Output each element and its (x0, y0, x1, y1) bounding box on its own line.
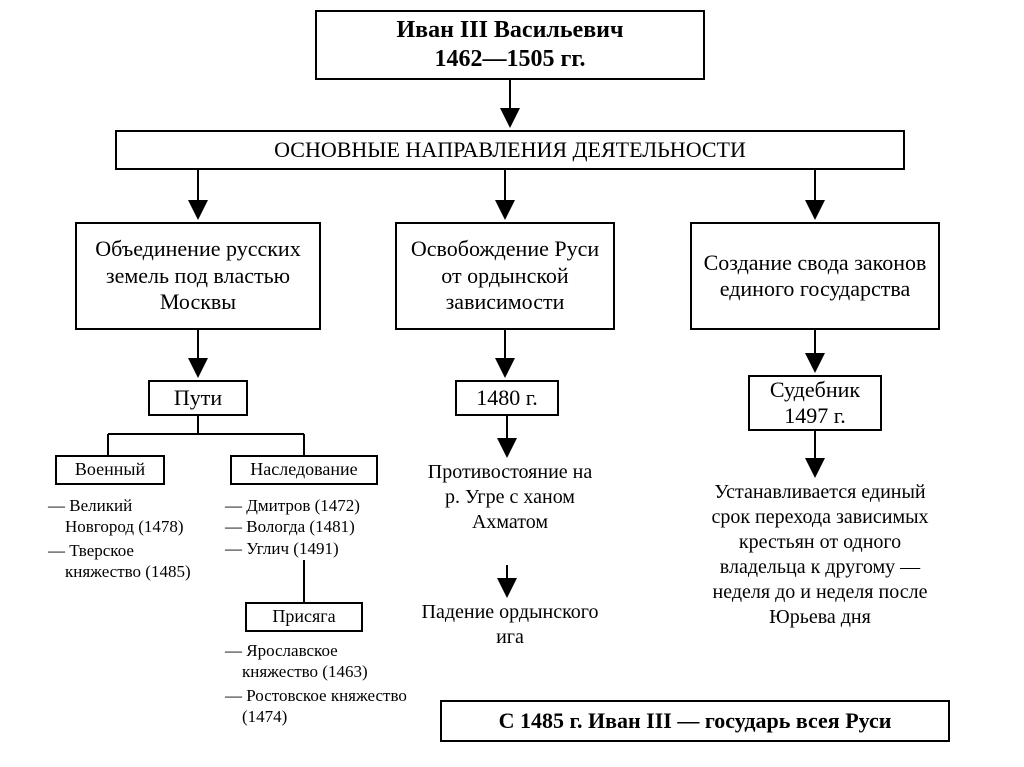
branch3-step1b: 1497 г. (784, 403, 846, 429)
directions-header: ОСНОВНЫЕ НАПРАВЛЕНИЯ ДЕЯТЕЛЬНОСТИ (115, 130, 905, 170)
branch1-step1: Пути (148, 380, 248, 416)
title-box: Иван III Васильевич 1462—1505 гг. (315, 10, 705, 80)
title-line1: Иван III Васильевич (396, 16, 623, 45)
branch1-sub2: Наследование (230, 455, 378, 485)
branch1-sub1-items: — Великий Новгород (1478) — Тверское кня… (48, 495, 198, 582)
branch2-step2: Противостояние на р. Угре с ханом Ахмато… (420, 460, 600, 535)
list-item: — Ростовское княжество (1474) (225, 685, 415, 728)
branch2-step3: Падение ордынского ига (420, 600, 600, 650)
branch2-header-text: Освобождение Руси от ордынской зависимос… (401, 236, 609, 315)
branch1-header-text: Объединение русских земель под властью М… (81, 236, 315, 315)
branch2-header: Освобождение Руси от ордынской зависимос… (395, 222, 615, 330)
branch3-header-text: Создание свода законов единого государст… (696, 250, 934, 303)
branch2-step1: 1480 г. (455, 380, 559, 416)
footer-text: С 1485 г. Иван III — государь всея Руси (499, 708, 892, 734)
branch1-sub2-items: — Дмитров (1472) — Вологда (1481) — Угли… (225, 495, 415, 559)
branch3-step1: Судебник 1497 г. (748, 375, 882, 431)
list-item: — Тверское княжество (1485) (48, 540, 198, 583)
list-item: — Ярославское княжество (1463) (225, 640, 415, 683)
branch1-sub3-items: — Ярославское княжество (1463) — Ростовс… (225, 640, 415, 727)
list-item: — Великий Новгород (1478) (48, 495, 198, 538)
branch3-step1a: Судебник (770, 377, 860, 403)
branch3-step2-text: Устанавливается единый срок перехода зав… (711, 481, 928, 628)
branch2-step1-text: 1480 г. (476, 385, 538, 411)
title-line2: 1462—1505 гг. (434, 45, 585, 74)
branch3-header: Создание свода законов единого государст… (690, 222, 940, 330)
branch1-header: Объединение русских земель под властью М… (75, 222, 321, 330)
footer-box: С 1485 г. Иван III — государь всея Руси (440, 700, 950, 742)
directions-text: ОСНОВНЫЕ НАПРАВЛЕНИЯ ДЕЯТЕЛЬНОСТИ (274, 137, 746, 163)
branch2-step2-text: Противостояние на р. Угре с ханом Ахмато… (428, 461, 592, 533)
list-item: — Углич (1491) (225, 538, 415, 559)
branch1-sub3: Присяга (245, 602, 363, 632)
branch3-step2: Устанавливается единый срок перехода зав… (700, 480, 940, 630)
branch1-sub2-text: Наследование (250, 459, 357, 481)
branch1-sub1: Военный (55, 455, 165, 485)
branch1-sub3-text: Присяга (272, 606, 335, 628)
branch1-step1-text: Пути (174, 385, 222, 411)
list-item: — Вологда (1481) (225, 516, 415, 537)
branch1-sub1-text: Военный (75, 459, 145, 481)
branch2-step3-text: Падение ордынского ига (422, 601, 599, 648)
list-item: — Дмитров (1472) (225, 495, 415, 516)
